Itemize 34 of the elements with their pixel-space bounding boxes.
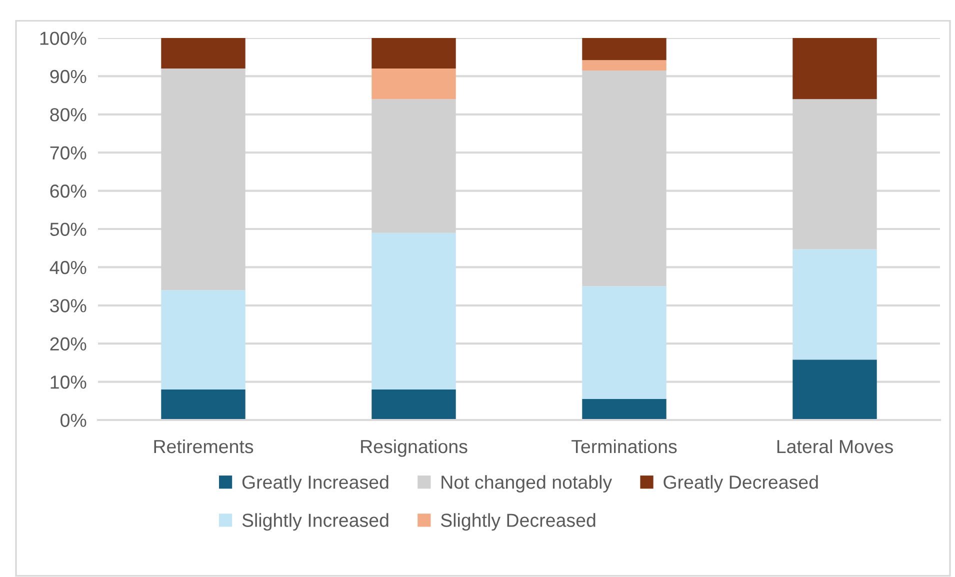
y-tick-label: 50% <box>50 222 86 236</box>
y-tick-label: 10% <box>50 376 86 389</box>
bar <box>582 398 666 420</box>
bar <box>792 360 877 420</box>
bar <box>372 389 456 420</box>
y-tick-label: 70% <box>50 146 86 160</box>
bar <box>372 68 456 100</box>
y-tick-label: 100% <box>40 32 86 45</box>
bar <box>372 38 456 69</box>
y-tick-label: 90% <box>50 70 86 84</box>
bar <box>792 38 877 100</box>
legend-label: Greatly Increased <box>242 475 388 493</box>
y-tick-label: 60% <box>50 184 86 198</box>
legend-label: Not changed notably <box>442 475 612 493</box>
legend-label: Slightly Increased <box>242 513 388 531</box>
legend-label: Slightly Decreased <box>440 513 596 531</box>
y-tick-label: 40% <box>50 260 86 274</box>
legend-label: Greatly Decreased <box>664 475 818 493</box>
y-tick-label: 80% <box>50 108 86 122</box>
x-tick-label: Lateral Moves <box>777 439 893 454</box>
bar <box>161 38 246 69</box>
bar <box>582 286 666 399</box>
bar <box>372 232 456 390</box>
x-tick-label: Resignations <box>361 439 468 457</box>
y-tick-label: 0% <box>60 414 86 427</box>
bar <box>792 249 877 360</box>
y-tick-label: 20% <box>50 337 86 351</box>
bar <box>161 290 246 390</box>
x-tick-label: Retirements <box>154 439 254 454</box>
bar <box>582 38 666 60</box>
y-tick-label: 30% <box>50 299 86 312</box>
bar <box>161 389 246 420</box>
x-tick-label: Terminations <box>572 439 677 454</box>
bar <box>582 60 666 70</box>
